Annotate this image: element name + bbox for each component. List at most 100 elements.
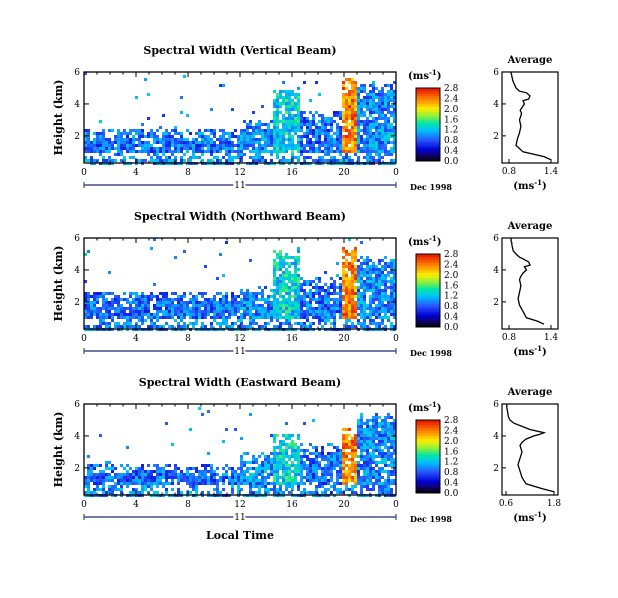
heatmap-cell xyxy=(246,476,249,479)
heatmap-cell xyxy=(93,491,96,494)
heatmap-cell xyxy=(138,304,141,307)
heatmap-cell xyxy=(195,485,198,488)
heatmap-cell xyxy=(261,135,264,138)
heatmap-cell xyxy=(159,316,162,319)
heatmap-cell xyxy=(240,488,243,491)
heatmap-cell xyxy=(336,491,339,494)
heatmap-cell xyxy=(255,295,258,298)
heatmap-cell xyxy=(237,304,240,307)
colorbar-segment xyxy=(416,459,440,463)
heatmap-cell xyxy=(180,310,183,313)
heatmap-cell xyxy=(282,473,285,476)
heatmap-cell xyxy=(282,298,285,301)
heatmap-cell xyxy=(234,307,237,310)
heatmap-cell xyxy=(375,455,378,458)
heatmap-cell xyxy=(300,310,303,313)
heatmap-cell xyxy=(132,150,135,153)
heatmap-cell xyxy=(309,304,312,307)
heatmap-cell xyxy=(189,310,192,313)
heatmap-cell xyxy=(147,153,150,156)
heatmap-cell xyxy=(150,295,153,298)
heatmap-cell xyxy=(354,250,357,253)
heatmap-cell xyxy=(351,114,354,117)
heatmap-cell xyxy=(147,295,150,298)
heatmap-cell xyxy=(213,135,216,138)
heatmap-cell xyxy=(297,286,300,289)
heatmap-cell xyxy=(324,289,327,292)
heatmap-cell xyxy=(351,253,354,256)
heatmap-cell xyxy=(138,319,141,322)
heatmap-cell xyxy=(312,464,315,467)
heatmap-cell xyxy=(393,138,396,141)
colorbar-segment xyxy=(416,274,440,278)
heatmap-cell xyxy=(387,150,390,153)
heatmap-cell xyxy=(333,446,336,449)
heatmap-cell xyxy=(369,99,372,102)
heatmap-cell xyxy=(378,268,381,271)
heatmap-cell xyxy=(111,479,114,482)
heatmap-cell xyxy=(381,135,384,138)
profile-title: Average xyxy=(507,221,553,232)
heatmap-cell xyxy=(372,455,375,458)
heatmap-cell xyxy=(318,156,321,159)
heatmap-cell xyxy=(273,262,276,265)
heatmap-cell xyxy=(138,482,141,485)
heatmap-cell xyxy=(384,455,387,458)
heatmap-cell xyxy=(372,310,375,313)
heatmap-cell xyxy=(363,268,366,271)
heatmap-cell xyxy=(339,310,342,313)
heatmap-cell xyxy=(282,286,285,289)
heatmap-cell xyxy=(165,491,168,494)
colorbar-tick-label: 2.0 xyxy=(444,105,459,115)
heatmap-cell xyxy=(348,464,351,467)
heatmap-cell xyxy=(132,482,135,485)
heatmap-cell xyxy=(309,443,312,446)
heatmap-cell xyxy=(240,156,243,159)
heatmap-cell xyxy=(198,147,201,150)
heatmap-cell xyxy=(357,93,360,96)
heatmap-cell xyxy=(363,449,366,452)
colorbar-tick-label: 1.6 xyxy=(444,281,459,291)
heatmap-cell xyxy=(309,144,312,147)
heatmap-cell xyxy=(279,307,282,310)
heatmap-cell xyxy=(354,93,357,96)
heatmap-cell xyxy=(312,129,315,132)
heatmap-cell xyxy=(126,307,129,310)
date-label: Dec 1998 xyxy=(410,348,452,358)
heatmap-cell xyxy=(270,316,273,319)
heatmap-cell xyxy=(375,443,378,446)
heatmap-cell xyxy=(120,310,123,313)
heatmap-cell xyxy=(294,298,297,301)
profile-title: Average xyxy=(507,55,553,66)
heatmap-cell xyxy=(393,108,396,111)
heatmap-cell xyxy=(348,238,351,241)
heatmap-cell xyxy=(186,144,189,147)
heatmap-cell xyxy=(300,449,303,452)
heatmap-cell xyxy=(210,147,213,150)
heatmap-cell xyxy=(102,147,105,150)
heatmap-cell xyxy=(261,307,264,310)
heatmap-cell xyxy=(300,289,303,292)
heatmap-cell xyxy=(114,313,117,316)
heatmap-cell xyxy=(252,304,255,307)
heatmap-cell xyxy=(318,93,321,96)
heatmap-cell xyxy=(243,144,246,147)
heatmap-cell xyxy=(228,479,231,482)
colorbar-segment xyxy=(416,137,440,141)
heatmap-cell xyxy=(108,304,111,307)
heatmap-cell xyxy=(327,135,330,138)
heatmap-cell xyxy=(387,108,390,111)
heatmap-cell xyxy=(177,479,180,482)
heatmap-cell xyxy=(381,461,384,464)
heatmap-cell xyxy=(165,310,168,313)
heatmap-cell xyxy=(381,129,384,132)
heatmap-cell xyxy=(288,111,291,114)
x-tick-label: 4 xyxy=(133,168,139,178)
heatmap-cell xyxy=(360,265,363,268)
heatmap-cell xyxy=(102,138,105,141)
heatmap-cell xyxy=(102,132,105,135)
heatmap-cell xyxy=(105,461,108,464)
heatmap-cell xyxy=(381,434,384,437)
heatmap-cell xyxy=(378,467,381,470)
heatmap-cell xyxy=(273,123,276,126)
